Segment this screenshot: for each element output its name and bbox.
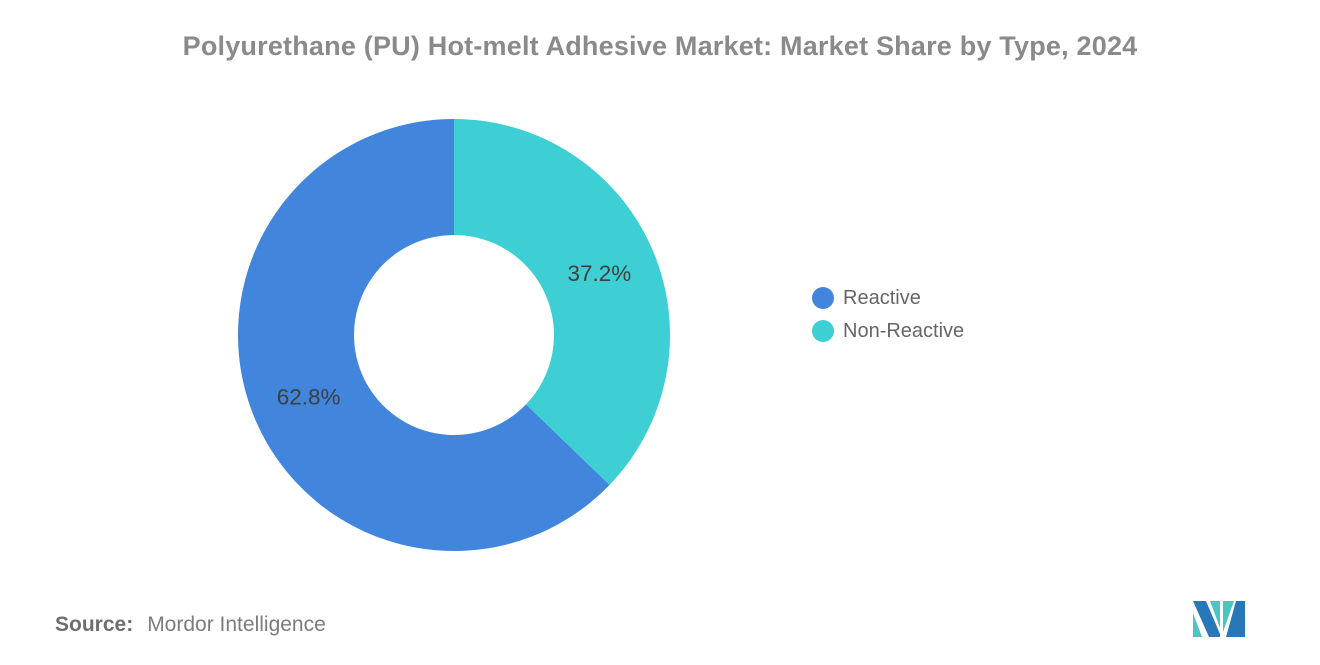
legend-item-reactive[interactable]: Reactive	[812, 286, 964, 310]
logo-left-teal-top-triangle	[1210, 601, 1220, 628]
logo-left-blue-band	[1193, 601, 1220, 637]
chart-title: Polyurethane (PU) Hot-melt Adhesive Mark…	[182, 31, 1138, 61]
donut-slice-reactive[interactable]	[238, 119, 610, 551]
logo-right-blue-bar	[1226, 601, 1245, 637]
donut-slice-non-reactive[interactable]	[454, 119, 670, 485]
source-label: Source:	[55, 613, 134, 636]
logo-left-teal-bottom-triangle	[1193, 613, 1202, 637]
legend-label-reactive: Reactive	[843, 287, 921, 309]
logo-right-teal-triangle	[1223, 601, 1234, 632]
legend-item-non-reactive[interactable]: Non-Reactive	[812, 319, 964, 343]
slice-label-reactive: 62.8%	[277, 385, 341, 410]
legend: Reactive Non-Reactive	[812, 286, 964, 343]
source-line: Source: Mordor Intelligence	[55, 611, 326, 638]
donut-chart: 62.8% 37.2%	[238, 119, 670, 551]
legend-swatch-reactive	[812, 287, 834, 309]
slice-label-non-reactive: 37.2%	[567, 261, 631, 286]
mordor-intelligence-logo	[1193, 601, 1245, 637]
source-value: Mordor Intelligence	[147, 613, 326, 636]
legend-label-non-reactive: Non-Reactive	[843, 320, 965, 342]
legend-swatch-non-reactive	[812, 320, 834, 342]
